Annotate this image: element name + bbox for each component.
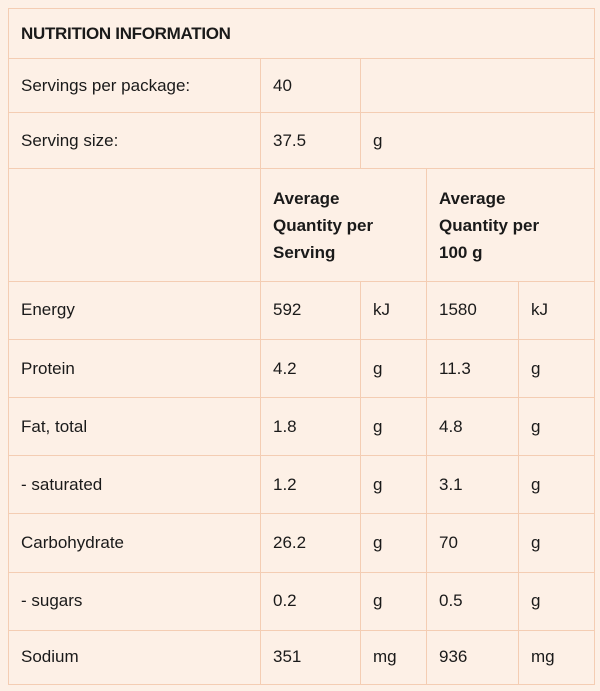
per-100g-unit: g — [517, 397, 596, 457]
servings-value: 40 — [260, 58, 361, 114]
per-100g-unit: g — [517, 455, 596, 515]
per-serving-value: 26.2 — [260, 513, 361, 573]
per-serving-value: 1.8 — [260, 397, 361, 457]
nutrient-name: Carbohydrate — [8, 513, 261, 573]
per-100g-unit: mg — [517, 629, 596, 686]
per-serving-value: 351 — [260, 629, 361, 686]
table-row-saturated: - saturated 1.2 g 3.1 g — [8, 455, 596, 515]
header-per-100g-line2: Quantity per — [439, 215, 540, 235]
per-100g-value: 3.1 — [426, 455, 519, 515]
table-row-fat-total: Fat, total 1.8 g 4.8 g — [8, 397, 596, 457]
per-serving-value: 4.2 — [260, 338, 361, 399]
per-100g-value: 0.5 — [426, 571, 519, 631]
table-row-sugars: - sugars 0.2 g 0.5 g — [8, 571, 596, 631]
table-title: NUTRITION INFORMATION — [7, 7, 596, 60]
per-100g-value: 1580 — [426, 280, 519, 340]
header-per-100g: Average Quantity per 100 g — [425, 168, 596, 282]
nutrient-name: Energy — [8, 280, 261, 340]
header-empty-cell — [8, 168, 261, 282]
nutrition-table: NUTRITION INFORMATION Servings per packa… — [7, 7, 596, 686]
per-100g-unit: kJ — [517, 280, 596, 340]
table-row-energy: Energy 592 kJ 1580 kJ — [8, 280, 596, 340]
title-row: NUTRITION INFORMATION — [7, 7, 596, 60]
serving-size-row: Serving size: 37.5 g — [8, 112, 596, 170]
serving-size-unit: g — [359, 112, 596, 170]
per-100g-unit: g — [517, 338, 596, 399]
nutrient-name: Sodium — [8, 629, 261, 686]
servings-empty-cell — [359, 58, 596, 114]
table-row-carbohydrate: Carbohydrate 26.2 g 70 g — [8, 513, 596, 573]
header-per-serving-line2: Quantity per — [273, 215, 374, 235]
header-row: Average Quantity per Serving Average Qua… — [8, 168, 596, 282]
per-serving-unit: mg — [360, 629, 427, 686]
nutrient-name: - sugars — [8, 571, 261, 631]
per-serving-unit: g — [360, 338, 427, 399]
table-row-protein: Protein 4.2 g 11.3 g — [8, 338, 596, 399]
per-100g-unit: g — [517, 513, 596, 573]
header-per-serving-line1: Average — [273, 188, 340, 208]
header-per-serving: Average Quantity per Serving — [260, 168, 427, 282]
per-serving-value: 1.2 — [260, 455, 361, 515]
nutrient-name: Protein — [8, 338, 261, 399]
header-per-100g-line1: Average — [439, 188, 506, 208]
per-serving-value: 0.2 — [260, 571, 361, 631]
table-row-sodium: Sodium 351 mg 936 mg — [8, 629, 596, 686]
per-serving-unit: g — [360, 571, 427, 631]
per-100g-unit: g — [517, 571, 596, 631]
servings-row: Servings per package: 40 — [8, 58, 596, 114]
per-100g-value: 936 — [426, 629, 519, 686]
servings-label: Servings per package: — [8, 58, 261, 114]
header-per-serving-line3: Serving — [273, 242, 336, 262]
serving-size-value: 37.5 — [260, 112, 361, 170]
per-100g-value: 4.8 — [426, 397, 519, 457]
per-serving-unit: g — [360, 397, 427, 457]
serving-size-label: Serving size: — [8, 112, 261, 170]
per-serving-unit: g — [360, 455, 427, 515]
per-serving-unit: kJ — [360, 280, 427, 340]
per-serving-value: 592 — [260, 280, 361, 340]
nutrient-name: - saturated — [8, 455, 261, 515]
per-100g-value: 11.3 — [426, 338, 519, 399]
nutrient-name: Fat, total — [8, 397, 261, 457]
header-per-100g-line3: 100 g — [439, 242, 483, 262]
per-serving-unit: g — [360, 513, 427, 573]
per-100g-value: 70 — [426, 513, 519, 573]
